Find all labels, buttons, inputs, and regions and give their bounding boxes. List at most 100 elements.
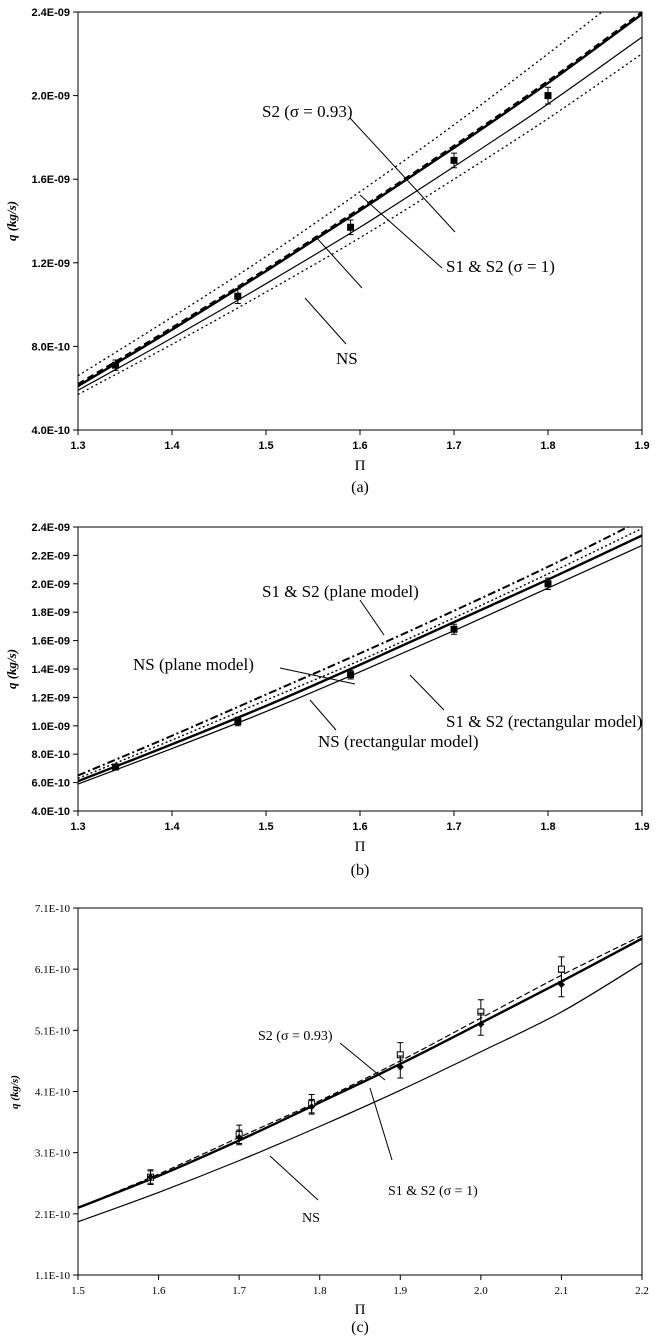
y-tick-label: 2.0E-09 bbox=[31, 579, 70, 591]
panel-a-marks bbox=[78, 12, 642, 396]
panel-c-y-ticks: 1.1E-10 2.1E-10 3.1E-10 4.1E-10 5.1E-10 6.1E-… bbox=[35, 903, 78, 1282]
x-tick-label: 2.0 bbox=[474, 1285, 488, 1297]
y-tick-label: 6.1E-10 bbox=[35, 964, 71, 976]
y-tick-label: 4.1E-10 bbox=[35, 1087, 71, 1099]
panel-a-annotation-s1s2: S1 & S2 (σ = 1) bbox=[446, 257, 555, 276]
y-tick-label: 2.4E-09 bbox=[31, 522, 70, 534]
panel-a-leader-ns bbox=[314, 235, 363, 289]
panel-b-x-axis-title: Π bbox=[355, 839, 366, 855]
y-tick-label: 2.2E-09 bbox=[31, 550, 70, 562]
panel-b-x-ticks: 1.3 1.4 1.5 1.6 1.7 1.8 1.9 bbox=[70, 811, 650, 833]
x-tick-label: 1.4 bbox=[164, 821, 180, 833]
series-line-dashdot-thick bbox=[78, 527, 631, 777]
panel-c-leader-ns bbox=[269, 1155, 319, 1201]
series-line-solid-thin bbox=[78, 36, 642, 391]
series-line-dotted-upper bbox=[78, 12, 603, 377]
panel-c-annotation-ns: NS bbox=[302, 1211, 320, 1226]
panel-c-annotation-s2: S2 (σ = 0.93) bbox=[258, 1029, 333, 1044]
x-tick-label: 1.4 bbox=[164, 440, 180, 452]
panel-b-leader-ns-plane bbox=[279, 667, 356, 685]
panel-a-x-ticks: 1.3 1.4 1.5 1.6 1.7 1.8 1.9 bbox=[70, 430, 650, 452]
panel-c-marks bbox=[78, 934, 642, 1223]
data-point bbox=[347, 671, 355, 679]
data-point bbox=[544, 580, 552, 588]
x-tick-label: 1.9 bbox=[634, 440, 649, 452]
data-point bbox=[450, 156, 458, 164]
y-tick-label: 1.4E-09 bbox=[31, 664, 70, 676]
x-tick-label: 1.7 bbox=[446, 440, 461, 452]
series-line-solid-thin bbox=[78, 962, 642, 1223]
panel-b-leader-s1s2-plane bbox=[359, 599, 385, 636]
panel-b-marks bbox=[78, 527, 642, 785]
x-tick-label: 1.6 bbox=[352, 440, 367, 452]
x-tick-label: 1.5 bbox=[258, 821, 273, 833]
y-tick-label: 1.6E-09 bbox=[31, 636, 70, 648]
y-tick-label: 2.1E-10 bbox=[35, 1209, 71, 1221]
x-tick-label: 1.6 bbox=[152, 1285, 166, 1297]
panel-a-caption: (a) bbox=[351, 479, 369, 496]
panel-b-annotation-ns-rect: NS (rectangular model) bbox=[318, 732, 479, 751]
panel-c-leader-s1s2 bbox=[369, 1087, 393, 1161]
x-tick-label: 1.6 bbox=[352, 821, 367, 833]
series-line-solid-thick bbox=[78, 937, 642, 1209]
y-tick-label: 7.1E-10 bbox=[35, 903, 71, 915]
panel-a-y-ticks: 4.0E-10 8.0E-10 1.2E-09 1.6E-09 2.0E-09 2.4E-… bbox=[31, 7, 78, 437]
panel-b-annotation-ns-plane: NS (plane model) bbox=[133, 655, 254, 674]
panel-c-leader-s2 bbox=[339, 1042, 386, 1081]
data-point-filled bbox=[557, 980, 565, 988]
data-point bbox=[347, 223, 355, 231]
panel-b-annotation-s1s2-plane: S1 & S2 (plane model) bbox=[262, 582, 419, 601]
data-point bbox=[544, 92, 552, 100]
x-tick-label: 1.9 bbox=[393, 1285, 407, 1297]
y-tick-label: 8.0E-10 bbox=[31, 749, 70, 761]
panel-c-annotation-s1s2: S1 & S2 (σ = 1) bbox=[388, 1184, 478, 1199]
y-tick-label: 5.1E-10 bbox=[35, 1025, 71, 1037]
y-tick-label: 8.0E-10 bbox=[31, 341, 70, 353]
panel-c-plot-frame bbox=[77, 907, 643, 1276]
panel-b-annotation-s1s2-rect: S1 & S2 (rectangular model) bbox=[446, 712, 642, 731]
panel-b: 1.3 1.4 1.5 1.6 1.7 1.8 1.9 4.0E-10 6.0E-10 8.0E… bbox=[4, 522, 650, 879]
data-point-filled bbox=[308, 1103, 316, 1111]
data-point-filled bbox=[477, 1020, 485, 1028]
panel-a-plot-frame bbox=[77, 11, 643, 431]
data-point bbox=[112, 763, 120, 771]
y-tick-label: 1.1E-10 bbox=[35, 1270, 71, 1282]
panel-b-caption: (b) bbox=[351, 862, 370, 879]
x-tick-label: 1.7 bbox=[232, 1285, 246, 1297]
x-tick-label: 1.5 bbox=[258, 440, 273, 452]
x-tick-label: 1.3 bbox=[70, 821, 85, 833]
series-line-dashed-thick bbox=[78, 12, 642, 385]
x-tick-label: 1.8 bbox=[313, 1285, 327, 1297]
y-tick-label: 1.6E-09 bbox=[31, 174, 70, 186]
data-point-filled bbox=[396, 1063, 404, 1071]
panel-a-x-axis-title: Π bbox=[355, 458, 366, 474]
y-tick-label: 6.0E-10 bbox=[31, 778, 70, 790]
panel-c-x-axis-title: Π bbox=[355, 1302, 366, 1318]
x-tick-label: 1.5 bbox=[71, 1285, 85, 1297]
y-tick-label: 4.0E-10 bbox=[31, 425, 70, 437]
data-point bbox=[234, 718, 242, 726]
data-point-filled bbox=[147, 1173, 155, 1181]
panel-b-leader-s1s2-rect bbox=[409, 674, 445, 711]
x-tick-label: 1.3 bbox=[70, 440, 85, 452]
x-tick-label: 1.8 bbox=[540, 821, 555, 833]
data-point bbox=[112, 361, 120, 369]
panel-b-y-ticks: 4.0E-10 6.0E-10 8.0E-10 1.0E-09 1.2E-09 1.4E-… bbox=[31, 522, 78, 818]
series-line-solid-thick bbox=[78, 13, 642, 388]
series-line-dotted-lower bbox=[78, 53, 642, 396]
y-tick-label: 1.2E-09 bbox=[31, 692, 70, 704]
panel-a-leader-s1s2 bbox=[359, 194, 443, 269]
data-point-open bbox=[557, 965, 565, 973]
y-tick-label: 4.0E-10 bbox=[31, 806, 70, 818]
data-point-filled bbox=[235, 1133, 243, 1141]
panel-c-y-axis-title: q (kg/s) bbox=[9, 1075, 21, 1109]
data-point bbox=[234, 292, 242, 300]
x-tick-label: 2.1 bbox=[555, 1285, 569, 1297]
y-tick-label: 1.2E-09 bbox=[31, 258, 70, 270]
panel-c: 1.5 1.6 1.7 1.8 1.9 2.0 2.1 2.2 1.1E-10 2.1E-10 3… bbox=[9, 903, 649, 1336]
y-tick-label: 2.0E-09 bbox=[31, 91, 70, 103]
x-tick-label: 2.2 bbox=[635, 1285, 649, 1297]
x-tick-label: 1.9 bbox=[634, 821, 649, 833]
panel-a: 1.3 1.4 1.5 1.6 1.7 1.8 1.9 4.0E-10 8.0E-10 1.2E… bbox=[4, 7, 650, 496]
